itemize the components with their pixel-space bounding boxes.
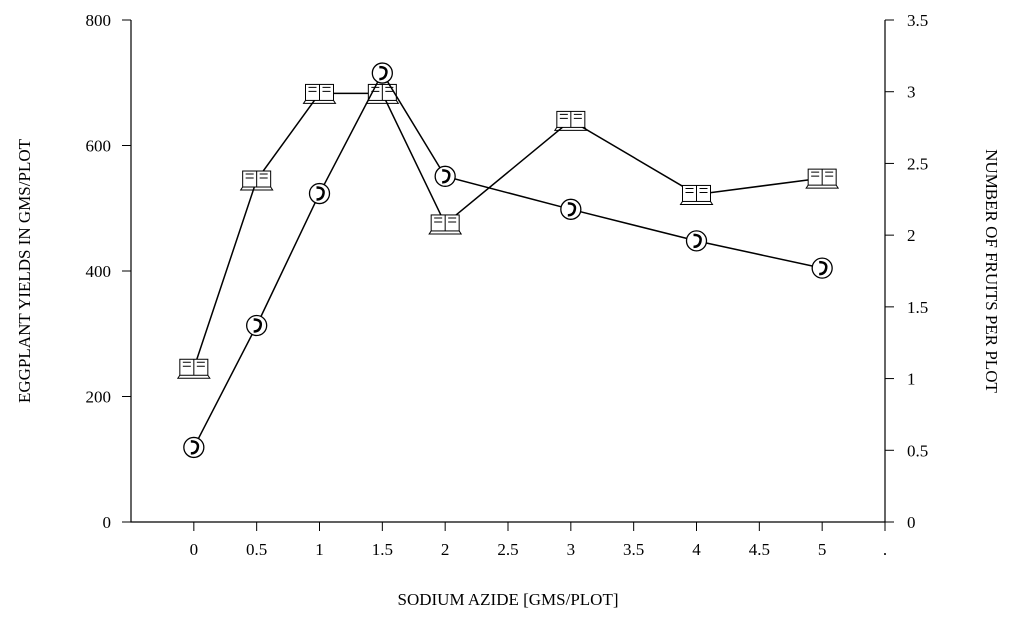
book-marker	[239, 170, 274, 191]
y2-axis-label: NUMBER OF FRUITS PER PLOT	[982, 149, 1001, 393]
phone-marker	[560, 198, 582, 220]
y2-tick-label: 3	[907, 83, 916, 102]
x-tick-label: 2.5	[497, 540, 518, 559]
phone-circle	[685, 230, 708, 252]
book-lines	[805, 169, 840, 189]
phone-circle	[371, 62, 393, 84]
y-tick-label: 600	[86, 137, 112, 156]
book-marker	[805, 168, 840, 189]
phone-marker	[371, 62, 393, 84]
y2-tick-label: 2	[907, 226, 916, 245]
phone-marker	[246, 314, 268, 337]
phone-marker	[183, 436, 205, 459]
book-lines	[302, 84, 337, 104]
phone-circle	[308, 182, 331, 205]
book-marker	[679, 184, 714, 205]
y2-tick-label: 0.5	[907, 441, 928, 460]
x-tick-label: 3.5	[623, 540, 644, 559]
book-lines	[176, 359, 211, 379]
phone-circle	[560, 198, 582, 220]
book-lines	[428, 214, 463, 235]
y-axis-label: EGGPLANT YIELDS IN GMS/PLOT	[15, 138, 34, 403]
phone-marker	[308, 182, 331, 205]
book-marker	[176, 358, 211, 379]
x-tick-label: .	[883, 540, 887, 559]
y2-tick-label: 2.5	[907, 154, 928, 173]
y2-tick-label: 1.5	[907, 298, 928, 317]
phone-circle	[246, 314, 268, 337]
x-tick-label: 4.5	[749, 540, 770, 559]
book-lines	[239, 171, 274, 191]
x-tick-label: 1.5	[372, 540, 393, 559]
book-lines	[553, 111, 588, 131]
phone-handset	[693, 233, 702, 249]
y-tick-label: 800	[86, 11, 112, 30]
phone-circle	[434, 165, 456, 187]
x-tick-label: 3	[567, 540, 576, 559]
book-lines	[679, 185, 714, 205]
y-tick-label: 200	[86, 388, 112, 407]
phone-handset	[819, 260, 828, 276]
phone-handset	[316, 186, 325, 201]
series-line	[193, 71, 823, 448]
x-tick-label: 5	[818, 540, 827, 559]
x-axis-label: SODIUM AZIDE [GMS/PLOT]	[398, 590, 619, 609]
y-tick-label: 0	[103, 513, 112, 532]
phone-handset	[190, 440, 200, 455]
phone-marker	[434, 165, 456, 187]
x-tick-label: 4	[692, 540, 701, 559]
book-marker	[428, 214, 463, 235]
phone-circle	[811, 257, 833, 279]
phone-circle	[183, 436, 205, 459]
phone-handset	[379, 65, 388, 81]
y2-tick-label: 3.5	[907, 11, 928, 30]
y-tick-label: 400	[86, 262, 112, 281]
phone-marker	[811, 257, 833, 279]
phone-handset	[253, 318, 263, 333]
y2-tick-label: 1	[907, 370, 916, 389]
book-marker	[553, 110, 588, 131]
x-tick-label: 0	[190, 540, 199, 559]
y2-tick-label: 0	[907, 513, 916, 532]
axes	[130, 20, 886, 523]
phone-marker	[685, 230, 708, 252]
x-tick-label: 0.5	[246, 540, 267, 559]
book-marker	[302, 83, 337, 104]
phone-handset	[442, 169, 451, 184]
x-tick-label: 2	[441, 540, 450, 559]
series-line	[193, 92, 823, 369]
x-tick-label: 1	[315, 540, 324, 559]
phone-handset	[567, 202, 577, 217]
